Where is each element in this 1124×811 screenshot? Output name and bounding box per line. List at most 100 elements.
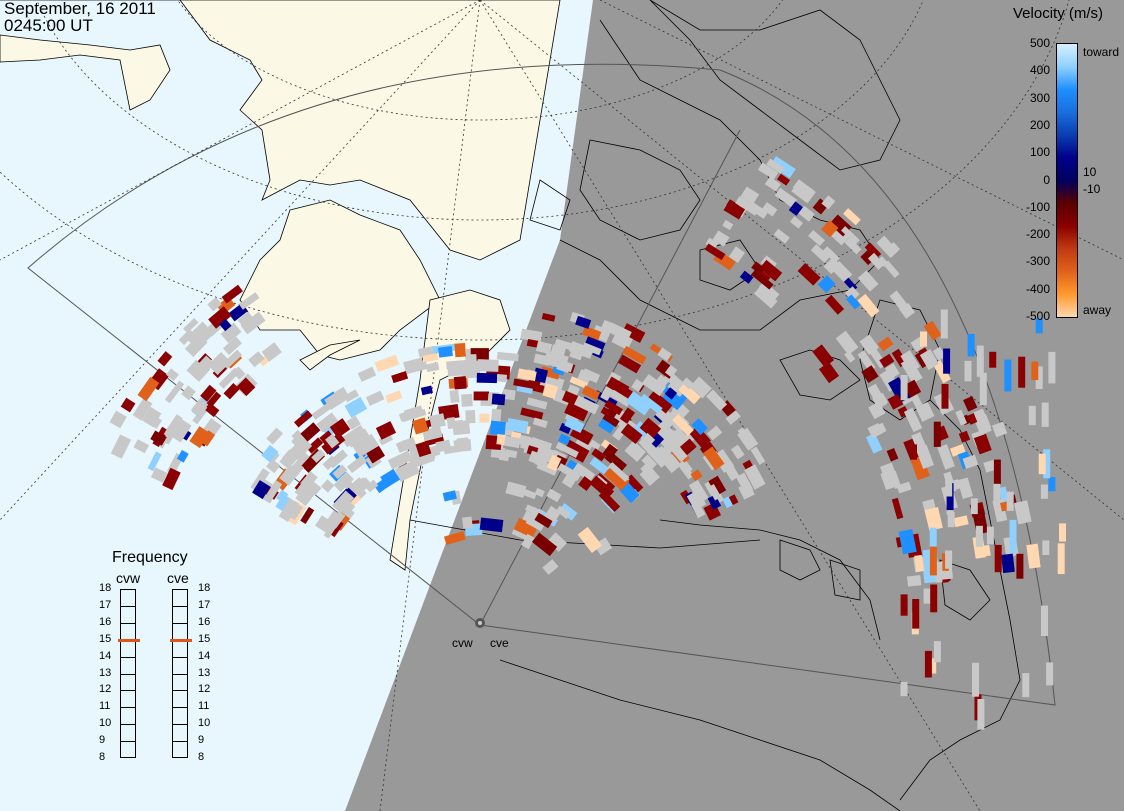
frequency-level-label: 15 bbox=[198, 632, 211, 645]
ground-scatter-cell bbox=[976, 345, 984, 377]
ground-scatter-cell bbox=[947, 511, 955, 528]
ground-scatter-cell bbox=[327, 449, 348, 469]
tick-minus10: -10 bbox=[1083, 182, 1101, 196]
ground-scatter-cell bbox=[883, 260, 900, 278]
ground-scatter-cell bbox=[753, 286, 778, 309]
velocity-cell bbox=[221, 284, 243, 304]
ground-scatter-cell bbox=[867, 383, 888, 409]
velocity-cell bbox=[513, 378, 537, 390]
velocity-cell bbox=[589, 475, 615, 500]
ground-scatter-cell bbox=[877, 256, 889, 268]
ground-scatter-cell bbox=[345, 428, 367, 448]
velocity-cell bbox=[953, 515, 969, 528]
ground-scatter-cell bbox=[1042, 540, 1050, 555]
velocity-cell bbox=[526, 338, 540, 348]
night-region bbox=[345, 0, 1124, 811]
ground-scatter-cell bbox=[609, 389, 632, 407]
ground-scatter-cell bbox=[186, 359, 207, 380]
ground-scatter-cell bbox=[358, 477, 371, 489]
ground-scatter-cell bbox=[503, 435, 521, 449]
ground-scatter-cell bbox=[686, 489, 707, 511]
ground-scatter-cell bbox=[886, 242, 901, 256]
velocity-cell bbox=[618, 354, 642, 374]
ground-scatter-cell bbox=[835, 330, 859, 355]
velocity-cell bbox=[914, 554, 924, 572]
ground-scatter-cell bbox=[449, 389, 460, 403]
ground-scatter-cell bbox=[365, 479, 379, 493]
velocity-cell bbox=[1009, 519, 1017, 554]
frequency-level-label: 11 bbox=[198, 700, 210, 713]
ground-scatter-cell bbox=[640, 463, 653, 476]
velocity-tick-label: 0 bbox=[1043, 172, 1050, 187]
velocity-cell bbox=[606, 376, 630, 397]
velocity-colorbar bbox=[1056, 43, 1078, 318]
velocity-cell bbox=[374, 354, 400, 373]
velocity-cell bbox=[924, 507, 943, 531]
ground-scatter-cell bbox=[300, 471, 318, 490]
ground-scatter-cell bbox=[248, 351, 265, 368]
ground-scatter-cell bbox=[773, 228, 790, 244]
ground-scatter-cell bbox=[797, 207, 814, 222]
ground-scatter-cell bbox=[511, 528, 529, 541]
ground-scatter-cell bbox=[534, 487, 545, 498]
velocity-cell bbox=[564, 400, 590, 422]
velocity-cell bbox=[898, 529, 917, 555]
frequency-level-label: 14 bbox=[198, 649, 211, 662]
ground-scatter-cell bbox=[574, 395, 600, 415]
ground-scatter-cell bbox=[546, 488, 562, 503]
ladder-rung bbox=[173, 605, 187, 607]
velocity-cell bbox=[993, 459, 1001, 485]
ground-scatter-cell bbox=[462, 368, 481, 379]
freq-cvw-label: cvw bbox=[116, 570, 141, 586]
velocity-cell bbox=[678, 382, 701, 405]
velocity-cell bbox=[929, 546, 937, 576]
velocity-cell bbox=[252, 480, 271, 500]
velocity-cell bbox=[454, 343, 466, 358]
ground-scatter-cell bbox=[740, 186, 760, 205]
ground-scatter-cell bbox=[109, 410, 127, 429]
ground-scatter-cell bbox=[588, 439, 601, 451]
velocity-cell bbox=[1031, 361, 1039, 381]
velocity-cell bbox=[932, 360, 951, 384]
ground-scatter-cell bbox=[347, 455, 368, 474]
frequency-marker bbox=[170, 638, 192, 642]
ground-scatter-cell bbox=[705, 237, 719, 250]
ground-scatter-cell bbox=[957, 477, 973, 499]
velocity-cell bbox=[491, 393, 506, 406]
velocity-cell bbox=[275, 493, 294, 513]
velocity-cell bbox=[994, 544, 1002, 573]
ground-scatter-cell bbox=[707, 483, 722, 501]
ground-scatter-cell bbox=[582, 342, 602, 356]
velocity-cell bbox=[1038, 453, 1046, 475]
ground-scatter-cell bbox=[555, 441, 579, 458]
velocity-cell bbox=[759, 259, 783, 282]
frequency-level-label: 17 bbox=[198, 598, 211, 611]
velocity-cell bbox=[496, 434, 507, 446]
ground-scatter-cell bbox=[932, 346, 946, 361]
velocity-cell bbox=[1035, 318, 1043, 334]
ground-scatter-cell bbox=[1040, 484, 1048, 499]
ground-scatter-cell bbox=[222, 336, 242, 355]
ground-scatter-cell bbox=[900, 681, 908, 697]
ground-scatter-cell bbox=[841, 226, 860, 245]
ground-scatter-cell bbox=[279, 464, 300, 486]
ground-scatter-cell bbox=[664, 364, 678, 378]
velocity-cell bbox=[513, 517, 538, 539]
velocity-cell bbox=[443, 531, 466, 546]
ladder-rung bbox=[121, 741, 135, 743]
velocity-cell bbox=[147, 451, 162, 472]
ground-scatter-cell bbox=[979, 372, 987, 406]
ground-scatter-cell bbox=[332, 464, 348, 480]
frequency-level-label: 17 bbox=[99, 598, 112, 611]
ground-scatter-cell bbox=[896, 481, 912, 494]
velocity-cell bbox=[489, 420, 506, 436]
ground-scatter-cell bbox=[933, 641, 941, 663]
ground-scatter-cell bbox=[735, 196, 760, 216]
ground-scatter-cell bbox=[352, 433, 379, 458]
ground-scatter-cell bbox=[521, 533, 535, 550]
velocity-cell bbox=[442, 490, 457, 502]
velocity-cell bbox=[817, 275, 836, 294]
ground-scatter-cell bbox=[1046, 662, 1054, 686]
ground-scatter-cell bbox=[429, 413, 446, 429]
velocity-cell bbox=[920, 331, 927, 347]
